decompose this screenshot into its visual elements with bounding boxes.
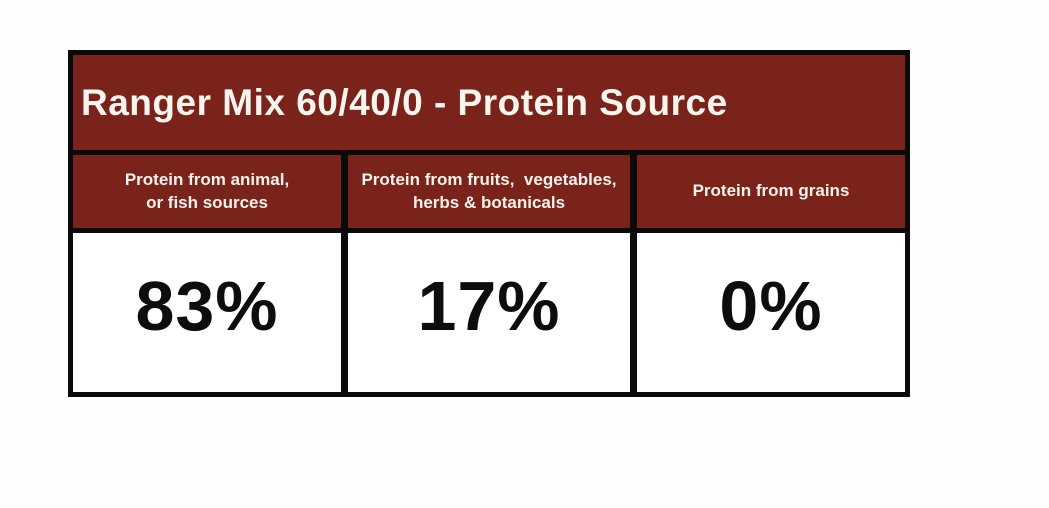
- column-header-line: Protein from fruits, vegetables,: [361, 169, 617, 189]
- column-header-line: herbs & botanicals: [412, 192, 566, 212]
- column-header-line: or fish sources: [146, 192, 268, 212]
- column-header-line: Protein from animal,: [124, 169, 290, 189]
- value-cell-grains: 0%: [637, 233, 905, 392]
- table-title: Ranger Mix 60/40/0 - Protein Source: [73, 55, 905, 150]
- column-header-line: Protein from grains: [692, 181, 850, 201]
- value-cell-animal-fish: 83%: [73, 233, 341, 392]
- column-header-animal-fish: Protein from animal, or fish sources: [73, 155, 341, 228]
- column-header-grains: Protein from grains: [637, 155, 905, 228]
- value-cell-fruits-vegetables: 17%: [348, 233, 630, 392]
- column-header-fruits-vegetables: Protein from fruits, vegetables, herbs &…: [348, 155, 630, 228]
- protein-source-table: Ranger Mix 60/40/0 - Protein Source Prot…: [68, 50, 910, 397]
